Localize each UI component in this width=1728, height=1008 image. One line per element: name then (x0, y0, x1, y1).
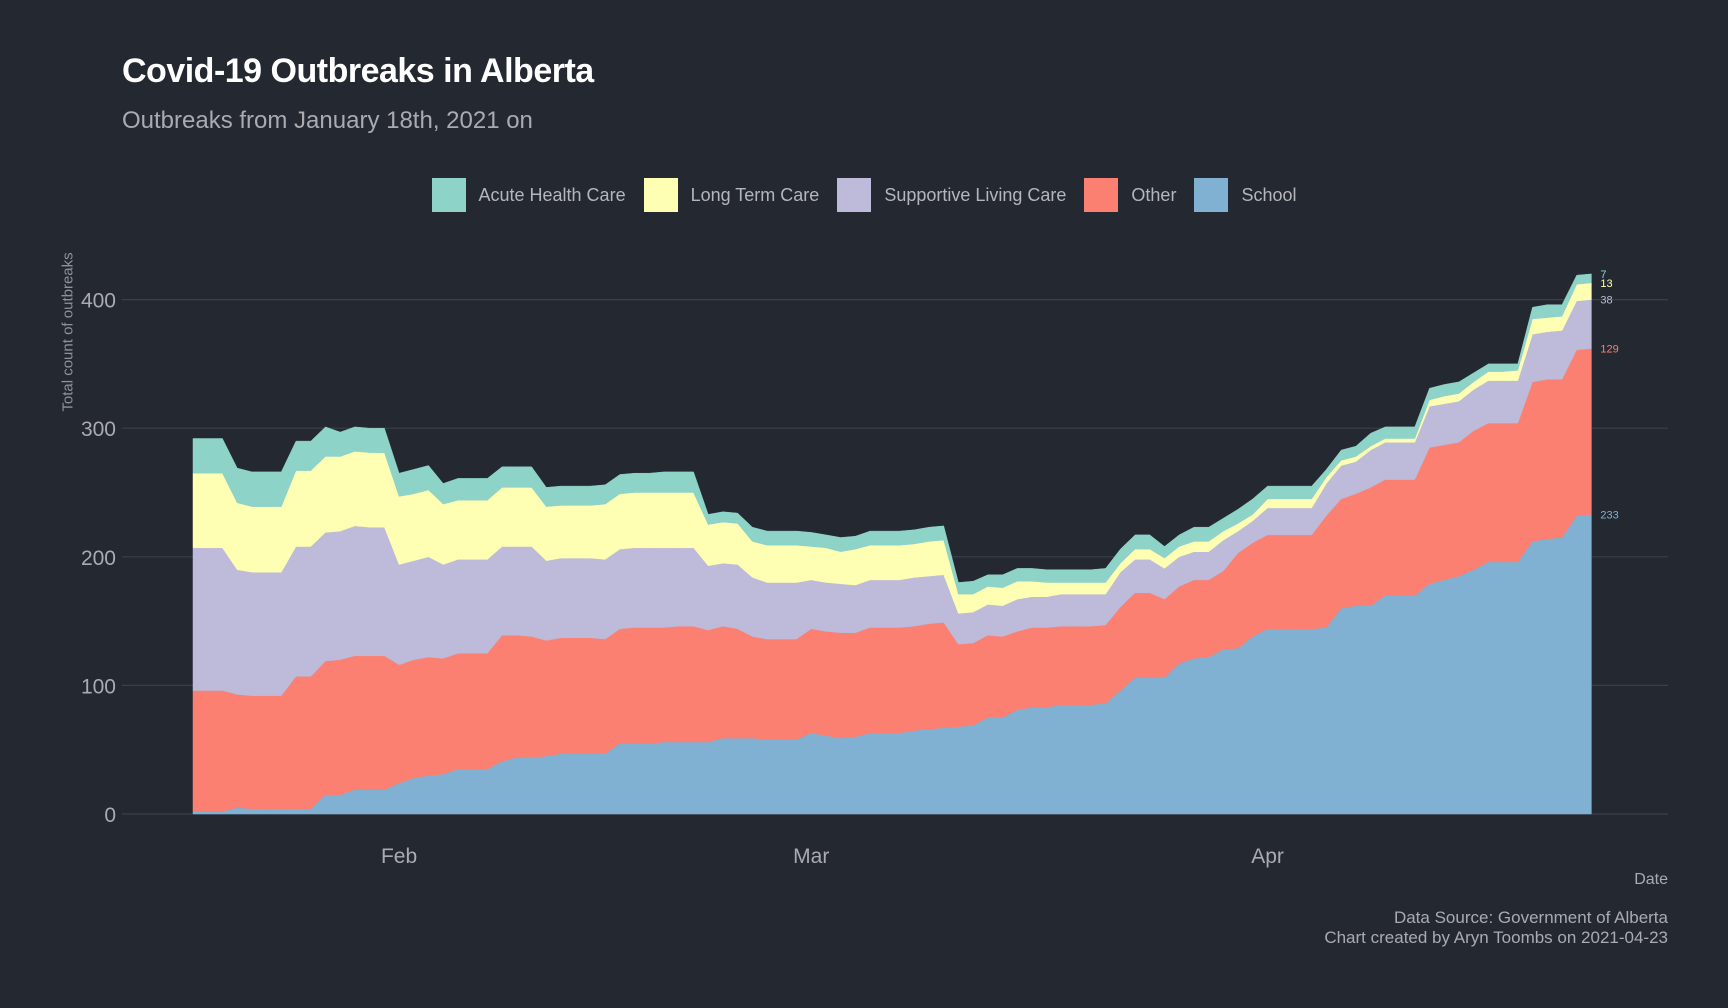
legend-item-supportive-living-care: Supportive Living Care (837, 178, 1066, 212)
y-tick-label: 100 (81, 675, 116, 698)
legend: Acute Health Care Long Term Care Support… (0, 178, 1728, 212)
legend-label: Other (1131, 184, 1177, 205)
x-tick-label: Feb (381, 845, 417, 868)
legend-swatch (431, 178, 466, 212)
x-tick-label: Mar (793, 845, 829, 868)
y-tick-label: 200 (81, 547, 116, 570)
area-acute-health-care (192, 273, 1592, 595)
legend-swatch (837, 178, 872, 212)
legend-label: Acute Health Care (478, 184, 626, 205)
end-label: 233 (1600, 509, 1618, 521)
y-tick-label: 400 (81, 290, 116, 313)
caption: Data Source: Government of Alberta Chart… (1324, 908, 1668, 948)
legend-item-long-term-care: Long Term Care (643, 178, 820, 212)
legend-swatch (643, 178, 678, 212)
x-axis-title: Date (1634, 871, 1668, 888)
chart-title: Covid-19 Outbreaks in Alberta (122, 52, 594, 90)
end-label: 38 (1600, 295, 1612, 307)
end-label: 7 (1600, 269, 1606, 281)
end-label: 129 (1600, 343, 1618, 355)
legend-swatch (1084, 178, 1119, 212)
data-source: Data Source: Government of Alberta (1393, 908, 1668, 927)
x-tick-label: Apr (1251, 845, 1284, 868)
chart-subtitle: Outbreaks from January 18th, 2021 on (122, 107, 533, 134)
legend-label: Supportive Living Care (884, 184, 1067, 205)
legend-item-other: Other (1084, 178, 1176, 212)
legend-label: School (1241, 184, 1297, 205)
legend-item-school: School (1194, 178, 1297, 212)
legend-swatch (1194, 178, 1229, 212)
end-label: 13 (1600, 278, 1612, 290)
legend-label: Long Term Care (690, 184, 820, 205)
chart-credit: Chart created by Aryn Toombs on 2021-04-… (1324, 928, 1668, 947)
y-tick-label: 300 (81, 418, 116, 441)
legend-item-acute-health-care: Acute Health Care (431, 178, 626, 212)
y-tick-label: 0 (104, 804, 116, 827)
